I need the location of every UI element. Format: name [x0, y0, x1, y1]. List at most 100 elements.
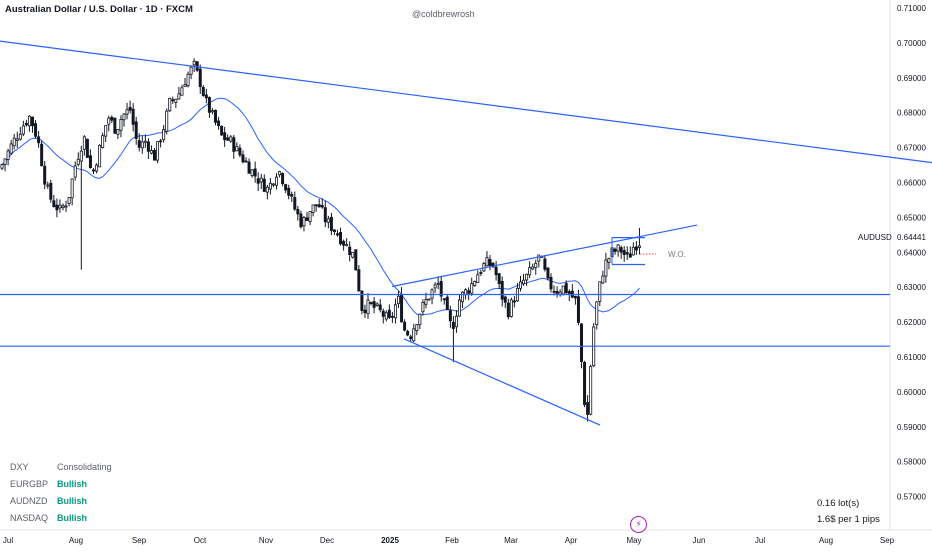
watchlist-status: Bullish — [57, 479, 88, 489]
watchlist-panel: DXY Consolidating EURGBP Bullish AUDNZD … — [10, 459, 112, 527]
candle-body — [393, 304, 397, 319]
y-tick-label: 0.70000 — [897, 39, 926, 48]
candle-body — [128, 106, 132, 111]
x-tick-label: Sep — [880, 536, 895, 545]
candle-body — [207, 97, 211, 113]
candle-body — [79, 150, 83, 162]
y-tick-label: 0.71000 — [897, 4, 926, 13]
candle-body — [177, 93, 181, 100]
candle-body — [622, 250, 626, 255]
y-tick-label: 0.64000 — [897, 248, 926, 257]
candle-body — [229, 136, 233, 142]
upper-trendline — [0, 40, 932, 164]
lot-size: 0.16 lot(s) — [817, 498, 860, 509]
candle-body — [290, 194, 294, 197]
candle-body — [95, 164, 99, 172]
candle-body — [287, 187, 291, 196]
candle-body — [247, 161, 251, 174]
candle-body — [201, 87, 205, 96]
candle-body — [378, 304, 382, 311]
candle-body — [528, 267, 532, 276]
candle-body — [284, 184, 288, 191]
candle-body — [256, 178, 260, 184]
candle-body — [409, 336, 413, 340]
candle-body — [241, 154, 245, 163]
watchlist-symbol: DXY — [10, 462, 29, 472]
candle-body — [396, 295, 400, 304]
candle-body — [573, 295, 577, 299]
candle-body — [156, 141, 160, 161]
y-tick-label: 0.59000 — [897, 423, 926, 432]
candle-body — [52, 200, 56, 207]
candle-body — [180, 87, 184, 96]
y-tick-label: 0.69000 — [897, 74, 926, 83]
x-tick-label: Nov — [259, 536, 273, 545]
candle-body — [274, 176, 278, 186]
candle-body — [543, 258, 547, 270]
candle-body — [30, 116, 34, 127]
candle-body — [454, 315, 458, 328]
candle-body — [427, 298, 431, 301]
candle-body — [366, 299, 370, 315]
candle-body — [601, 275, 605, 284]
candle-body — [92, 169, 96, 172]
candle-body — [634, 246, 638, 251]
candle-body — [61, 205, 65, 209]
candle-body — [509, 299, 513, 317]
candle-body — [149, 150, 153, 154]
candle-body — [390, 315, 394, 318]
candle-body — [311, 204, 315, 213]
candle-body — [488, 259, 492, 266]
candle-body — [403, 321, 407, 331]
candle-body — [152, 150, 156, 161]
candle-body — [262, 178, 266, 192]
candle-body — [451, 321, 455, 329]
candle-body — [537, 254, 541, 262]
author-handle: @coldbrewrosh — [412, 9, 475, 19]
candle-body — [268, 182, 272, 190]
candle-body — [531, 266, 535, 270]
candle-body — [232, 137, 236, 152]
candle-body — [183, 84, 187, 87]
candle-body — [503, 296, 507, 303]
candle-body — [549, 277, 553, 290]
candle-body — [217, 120, 221, 127]
candle-body — [308, 211, 312, 223]
candle-body — [271, 183, 275, 186]
x-tick-label: Jun — [693, 536, 706, 545]
candle-body — [213, 109, 217, 123]
candle-body — [326, 218, 330, 223]
candle-body — [122, 113, 126, 121]
y-tick-label: 0.63000 — [897, 283, 926, 292]
x-tick-label: Apr — [565, 536, 578, 545]
candle-body — [583, 361, 587, 406]
candle-body — [522, 279, 526, 285]
candle-body — [24, 122, 28, 126]
candle-body — [342, 241, 346, 246]
x-tick-label: Jul — [3, 536, 13, 545]
candle-body — [235, 145, 239, 152]
candle-body — [323, 207, 327, 223]
candle-body — [564, 283, 568, 294]
candle-body — [637, 245, 641, 248]
candle-body — [210, 110, 214, 113]
candle-body — [244, 160, 248, 163]
candle-body — [363, 309, 367, 314]
candle-body — [15, 138, 19, 141]
lightning-icon[interactable]: ⚡ — [630, 516, 647, 533]
candle-body — [589, 366, 593, 415]
candle-body — [110, 116, 114, 121]
candle-body — [159, 140, 163, 143]
candle-body — [332, 229, 336, 233]
candle-body — [329, 216, 333, 231]
candle-body — [348, 246, 352, 256]
candle-body — [384, 312, 388, 320]
candle-body — [457, 299, 461, 317]
candle-body — [345, 244, 349, 247]
candle-body — [253, 168, 257, 177]
candle-body — [186, 73, 190, 87]
candle-body — [351, 251, 355, 258]
candle-body — [506, 302, 510, 318]
